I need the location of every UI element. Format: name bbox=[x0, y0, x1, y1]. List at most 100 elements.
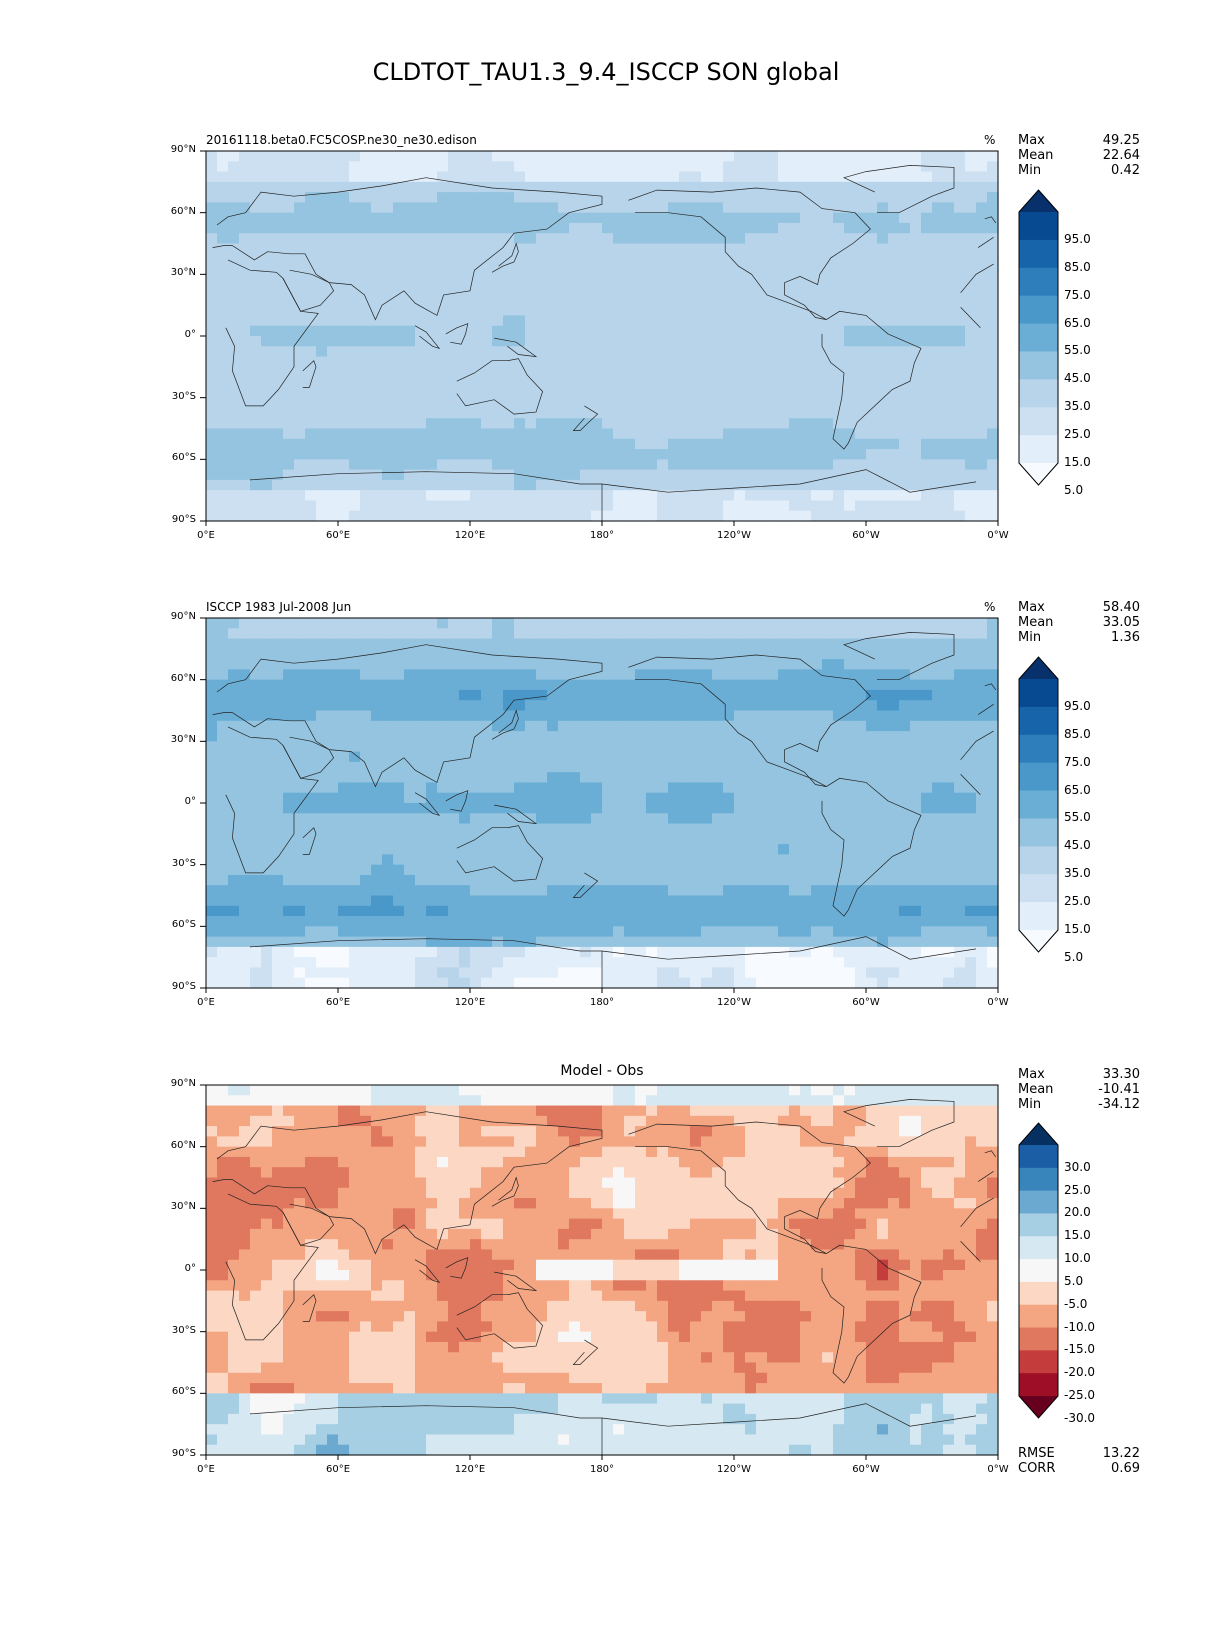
field-cell bbox=[943, 202, 955, 214]
field-cell bbox=[910, 243, 922, 255]
field-cell bbox=[360, 618, 372, 629]
field-cell bbox=[525, 885, 537, 897]
field-cell bbox=[239, 418, 251, 430]
field-cell bbox=[822, 212, 834, 224]
field-cell bbox=[569, 171, 581, 183]
field-cell bbox=[877, 710, 889, 722]
field-cell bbox=[767, 181, 779, 193]
field-cell bbox=[217, 418, 229, 430]
field-cell bbox=[305, 356, 317, 368]
field-cell bbox=[261, 926, 273, 938]
field-cell bbox=[426, 833, 438, 845]
field-cell bbox=[294, 469, 306, 481]
field-cell bbox=[811, 669, 823, 681]
field-cell bbox=[778, 772, 790, 784]
field-cell bbox=[844, 202, 856, 214]
field-cell bbox=[481, 407, 493, 419]
field-cell bbox=[338, 274, 350, 286]
field-cell bbox=[261, 689, 273, 701]
field-cell bbox=[239, 459, 251, 471]
field-cell bbox=[789, 803, 801, 814]
field-cell bbox=[811, 356, 823, 368]
field-cell bbox=[965, 648, 977, 660]
field-cell bbox=[712, 741, 724, 753]
field-cell bbox=[514, 700, 526, 712]
field-cell bbox=[624, 202, 636, 214]
field-cell bbox=[272, 490, 284, 502]
field-cell bbox=[976, 720, 988, 732]
field-cell bbox=[338, 192, 350, 203]
field-cell bbox=[272, 243, 284, 255]
field-cell bbox=[283, 438, 295, 450]
field-cell bbox=[503, 916, 515, 927]
field-cell bbox=[503, 710, 515, 722]
field-cell bbox=[448, 895, 460, 907]
field-cell bbox=[987, 438, 999, 450]
field-cell bbox=[701, 916, 713, 927]
field-cell bbox=[360, 946, 372, 958]
field-cell bbox=[657, 510, 669, 522]
field-cell bbox=[228, 803, 240, 814]
field-cell bbox=[547, 438, 559, 450]
field-cell bbox=[547, 803, 559, 814]
field-cell bbox=[844, 500, 856, 512]
field-cell bbox=[855, 346, 867, 358]
field-cell bbox=[789, 659, 801, 670]
field-cell bbox=[261, 638, 273, 650]
field-cell bbox=[217, 479, 229, 491]
field-cell bbox=[899, 151, 911, 162]
field-cell bbox=[228, 946, 240, 958]
field-cell bbox=[448, 161, 460, 173]
field-cell bbox=[866, 151, 878, 162]
field-cell bbox=[910, 700, 922, 712]
field-cell bbox=[536, 366, 548, 378]
field-cell bbox=[877, 274, 889, 286]
field-cell bbox=[492, 294, 504, 306]
field-cell bbox=[778, 366, 790, 378]
field-cell bbox=[690, 761, 702, 773]
field-cell bbox=[591, 212, 603, 224]
field-cell bbox=[822, 689, 834, 701]
field-cell bbox=[305, 264, 317, 275]
field-cell bbox=[481, 700, 493, 712]
field-cell bbox=[734, 510, 746, 522]
field-cell bbox=[888, 253, 900, 265]
field-cell bbox=[712, 325, 724, 337]
field-cell bbox=[877, 833, 889, 845]
field-cell bbox=[954, 659, 966, 670]
field-cell bbox=[635, 294, 647, 306]
field-cell bbox=[844, 438, 856, 450]
field-cell bbox=[481, 803, 493, 814]
field-cell bbox=[316, 428, 328, 440]
field-cell bbox=[690, 895, 702, 907]
field-cell bbox=[976, 648, 988, 660]
field-cell bbox=[635, 469, 647, 481]
field-cell bbox=[756, 181, 768, 193]
field-cell bbox=[360, 731, 372, 742]
field-cell bbox=[305, 253, 317, 265]
field-cell bbox=[327, 669, 339, 681]
field-cell bbox=[360, 171, 372, 183]
field-cell bbox=[756, 751, 768, 763]
field-cell bbox=[217, 895, 229, 907]
field-cell bbox=[954, 926, 966, 938]
field-cell bbox=[525, 833, 537, 845]
field-cell bbox=[646, 854, 658, 866]
field-cell bbox=[360, 638, 372, 650]
field-cell bbox=[492, 885, 504, 897]
field-cell bbox=[492, 895, 504, 907]
field-cell bbox=[327, 895, 339, 907]
field-cell bbox=[734, 731, 746, 742]
field-cell bbox=[679, 823, 691, 835]
field-cell bbox=[525, 761, 537, 773]
field-cell bbox=[844, 751, 856, 763]
field-cell bbox=[932, 741, 944, 753]
field-cell bbox=[888, 387, 900, 399]
field-cell bbox=[459, 659, 471, 670]
field-cell bbox=[415, 854, 427, 866]
field-cell bbox=[690, 294, 702, 306]
field-cell bbox=[646, 315, 658, 327]
field-cell bbox=[294, 202, 306, 214]
field-cell bbox=[987, 222, 999, 234]
field-cell bbox=[822, 823, 834, 835]
